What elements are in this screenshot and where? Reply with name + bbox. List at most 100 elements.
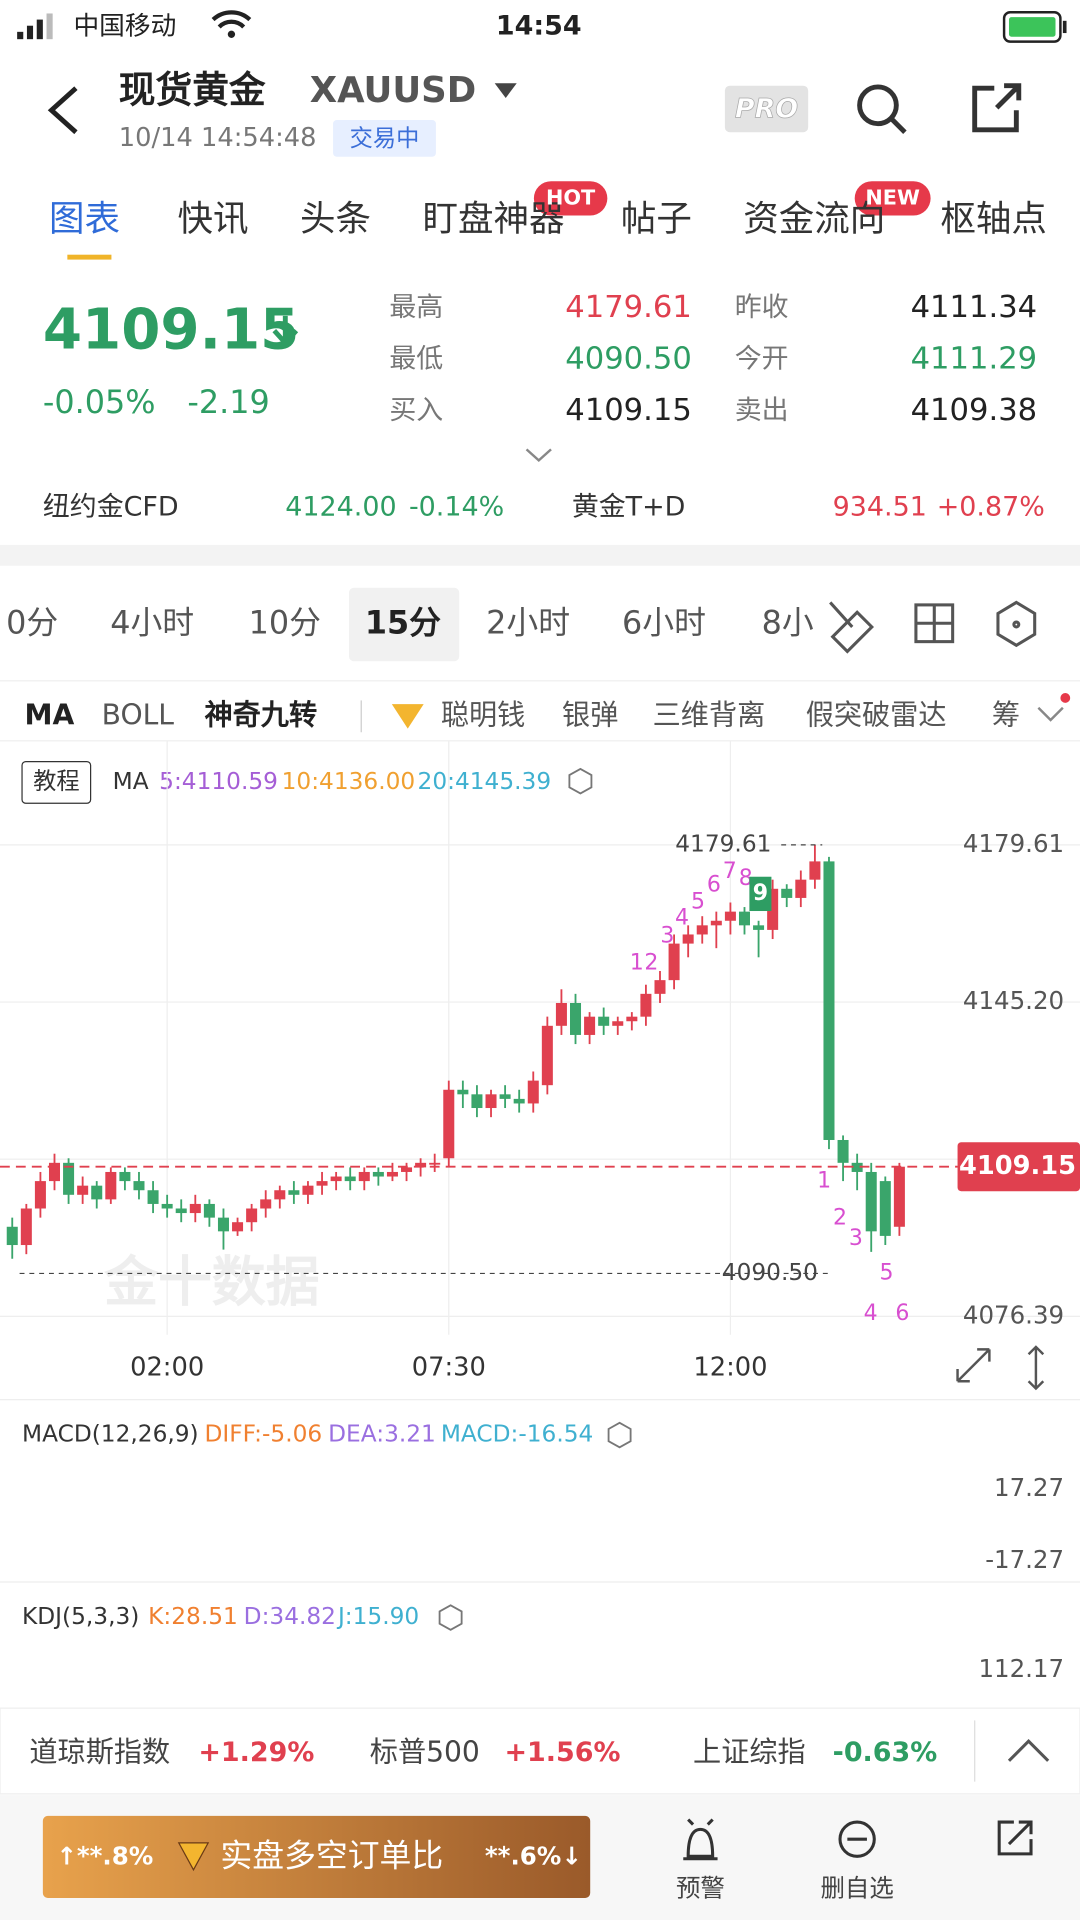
indicator[interactable]: 筹 [992, 698, 1020, 731]
settings-icon[interactable] [568, 767, 593, 795]
td-number: 1 [817, 1169, 831, 1194]
candle-body [330, 1176, 342, 1182]
candle-body [6, 1226, 18, 1246]
tab-underline [67, 254, 112, 260]
related-change: -0.14% [409, 492, 504, 523]
indicator[interactable]: 假突破雷达 [806, 698, 947, 731]
title: 现货黄金 [119, 68, 266, 111]
candle-body [217, 1217, 229, 1232]
back-button[interactable] [47, 86, 78, 135]
period[interactable]: 0分 [6, 603, 58, 641]
period[interactable]: 2小时 [486, 603, 570, 641]
candle-body [91, 1185, 103, 1200]
tab[interactable]: 资金流向 [743, 198, 885, 239]
ticker-name: 标普500 [370, 1735, 480, 1768]
candle-body [105, 1171, 117, 1200]
candle-body [513, 1098, 525, 1104]
indicator[interactable]: MA [24, 698, 74, 731]
tab[interactable]: 头条 [300, 198, 371, 239]
candle-body [541, 1025, 553, 1086]
td-number: 3 [660, 924, 674, 949]
ma-label: MA [113, 768, 149, 795]
more-chevron[interactable] [1037, 706, 1064, 722]
stat-label: 最低 [389, 344, 443, 375]
action-label[interactable]: 预警 [676, 1873, 725, 1902]
clock: 14:54 [496, 10, 582, 41]
pro-badge[interactable] [724, 85, 809, 133]
candle-body [584, 1016, 596, 1035]
banner-left: ↑**.8% [56, 1842, 153, 1871]
candle-body [415, 1162, 427, 1168]
candle-body [654, 980, 666, 994]
header-icons[interactable] [857, 83, 1022, 134]
tab[interactable]: 枢轴点 [940, 198, 1047, 239]
stat-value: 4111.29 [911, 342, 1038, 377]
candle-body [175, 1208, 187, 1214]
x-tick-label: 07:30 [412, 1352, 486, 1382]
tutorial-box[interactable] [21, 761, 92, 804]
period[interactable]: 10分 [249, 603, 321, 641]
ticker-change: +1.56% [504, 1737, 620, 1768]
candle-body [555, 1002, 567, 1026]
td-number: 5 [691, 889, 705, 914]
tab[interactable]: 图表 [49, 198, 120, 239]
tab[interactable]: 快讯 [178, 198, 249, 239]
period[interactable]: 4小时 [110, 603, 194, 641]
watermark: 金十数据 [103, 1250, 319, 1313]
candle-body [372, 1171, 384, 1177]
candle-body [527, 1080, 539, 1104]
status-icons [17, 10, 1067, 43]
tab[interactable]: 盯盘神器 [422, 198, 564, 239]
stat-value: 4179.61 [565, 290, 692, 325]
candle-body [837, 1139, 849, 1163]
macd-value: MACD:-16.54 [441, 1421, 593, 1448]
ticker-change: -0.63% [833, 1737, 938, 1768]
new-badge [854, 181, 931, 216]
indicator[interactable]: 聪明钱 [441, 698, 525, 731]
related-name: 纽约金CFD [43, 492, 179, 523]
stat-label: 昨收 [735, 292, 789, 323]
collapse-button[interactable] [1007, 1739, 1050, 1762]
banner-title: 实盘多空订单比 [220, 1837, 443, 1875]
indicator[interactable]: 神奇九转 [204, 698, 317, 731]
candle-body [232, 1222, 244, 1232]
expand-chevron[interactable] [525, 448, 552, 463]
low-annotation: 4090.50 [722, 1259, 818, 1286]
status-badge [333, 120, 436, 157]
td-number: 2 [644, 951, 658, 976]
settings-icon[interactable] [438, 1604, 463, 1631]
period[interactable]: 15分 [365, 603, 441, 641]
candle-body [640, 993, 652, 1017]
ticker-name: 道琼斯指数 [29, 1735, 170, 1768]
kdj-j: J:15.90 [336, 1603, 419, 1630]
chart-tools[interactable] [956, 1345, 1045, 1391]
related-price: 934.51 [833, 492, 927, 523]
badge-label: NEW [865, 185, 920, 209]
action-icons[interactable] [683, 1818, 1033, 1861]
candle-body [48, 1162, 61, 1182]
period[interactable]: 6小时 [622, 603, 706, 641]
indicator[interactable]: 三维背离 [653, 698, 766, 731]
candle-body [612, 1021, 624, 1026]
tab[interactable]: 帖子 [621, 198, 692, 239]
candle-body [851, 1162, 863, 1172]
period[interactable]: 8小 [762, 603, 814, 641]
kdj-title: KDJ(5,3,3) [22, 1603, 139, 1630]
order-banner[interactable] [42, 1815, 591, 1898]
dropdown-icon[interactable] [494, 83, 517, 98]
candles [6, 844, 905, 1259]
candle-body [696, 925, 708, 935]
indicator[interactable]: BOLL [102, 698, 175, 731]
candle-body [738, 911, 751, 926]
toolbar-icons[interactable] [829, 600, 1037, 654]
indicator[interactable]: 银弹 [562, 698, 618, 731]
stat-value: 4109.15 [565, 393, 692, 428]
action-label[interactable]: 删自选 [820, 1873, 893, 1902]
hot-badge [533, 181, 608, 216]
change-pct: -0.05% [43, 383, 156, 421]
macd-axis-label: -17.27 [985, 1545, 1064, 1574]
y-tick-label: 4179.61 [963, 829, 1064, 858]
settings-icon[interactable] [607, 1421, 632, 1449]
last-price-box [957, 1142, 1080, 1192]
